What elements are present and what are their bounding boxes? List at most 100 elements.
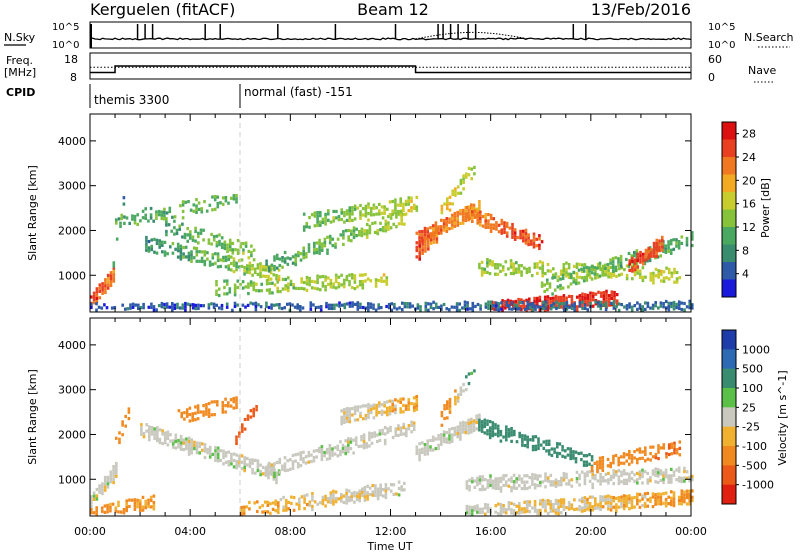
- velocity-cell: [499, 433, 503, 437]
- velocity-cell: [440, 442, 443, 446]
- velocity-cell: [381, 428, 384, 432]
- velocity-cell: [185, 411, 189, 415]
- velocity-cell: [494, 483, 498, 487]
- velocity-cell: [144, 502, 147, 507]
- velocity-cell: [646, 491, 649, 495]
- power-cell: [575, 278, 578, 282]
- power-cell: [548, 285, 552, 289]
- power-cell: [612, 306, 616, 310]
- power-cell: [620, 272, 624, 276]
- power-cell: [150, 238, 153, 242]
- power-cell: [220, 307, 224, 311]
- power-cell: [421, 245, 424, 249]
- velocity-cell: [106, 510, 109, 514]
- power-cell: [378, 209, 381, 213]
- power-cell: [300, 277, 303, 281]
- velocity-cell: [147, 498, 150, 502]
- power-cell: [339, 233, 343, 237]
- power-cell: [504, 300, 507, 304]
- velocity-cell: [470, 417, 473, 421]
- power-cell: [311, 286, 314, 290]
- power-cell: [388, 200, 392, 204]
- power-cell: [321, 281, 325, 285]
- velocity-cell: [339, 440, 342, 444]
- power-cell: [538, 246, 541, 251]
- velocity-cell: [580, 506, 584, 510]
- velocity-cell: [394, 433, 398, 437]
- velocity-cell: [552, 480, 555, 484]
- power-cell: [253, 270, 257, 274]
- velocity-cell: [311, 504, 314, 508]
- power-cell: [528, 297, 531, 301]
- power-band-8: [415, 200, 481, 247]
- velocity-cell: [531, 448, 535, 452]
- velocity-cell: [130, 498, 134, 502]
- power-cell: [461, 218, 465, 222]
- power-cell: [432, 240, 436, 244]
- velocity-cell: [418, 454, 421, 459]
- velocity-cell: [246, 456, 249, 461]
- power-cell: [612, 300, 616, 304]
- power-cell: [531, 301, 535, 306]
- power-cell: [635, 249, 639, 253]
- power-cell: [364, 207, 368, 212]
- power-cell: [627, 264, 631, 268]
- power-cell: [435, 230, 439, 235]
- power-cell: [661, 248, 664, 252]
- power-cell: [181, 235, 184, 239]
- power-cell: [553, 275, 557, 279]
- velocity-cell: [604, 479, 608, 483]
- noise-panel: N.Sky 10^5 10^0 10^5 10^0 N.Search: [4, 21, 794, 51]
- velocity-cell: [392, 483, 396, 487]
- power-cell: [526, 300, 529, 304]
- velocity-cell: [112, 477, 115, 481]
- velocity-cell: [350, 498, 354, 502]
- power-cell: [602, 291, 606, 295]
- velocity-cell: [483, 418, 487, 422]
- power-cell: [319, 220, 322, 224]
- velocity-cell: [399, 400, 402, 404]
- velocity-cell: [615, 503, 618, 507]
- power-cell: [415, 255, 419, 259]
- power-cell: [394, 204, 397, 208]
- velocity-cell: [683, 466, 686, 470]
- velocity-cell: [612, 475, 615, 479]
- velocity-cell: [515, 480, 518, 484]
- velocity-cell: [672, 494, 676, 498]
- velocity-cell: [518, 511, 521, 515]
- velocity-cell: [405, 434, 408, 438]
- power-cell: [276, 286, 279, 290]
- velocity-cell: [625, 472, 629, 476]
- power-cell: [426, 230, 429, 234]
- velocity-cell: [163, 431, 167, 435]
- power-cell: [497, 302, 501, 306]
- power-cell: [333, 306, 336, 310]
- power-cell: [421, 242, 424, 246]
- velocity-cell: [515, 504, 518, 508]
- power-cell: [667, 277, 671, 281]
- velocity-cell: [525, 509, 529, 513]
- power-cell: [544, 303, 548, 307]
- power-cell: [514, 299, 518, 303]
- power-cell: [189, 208, 193, 212]
- power-cell: [324, 285, 327, 289]
- velocity-cell: [362, 443, 366, 447]
- power-cell: [650, 254, 653, 258]
- velocity-cell: [371, 484, 375, 488]
- power-cell: [520, 307, 523, 312]
- power-cell: [92, 298, 96, 302]
- power-cell: [661, 239, 664, 243]
- power-cell: [508, 304, 511, 308]
- power-cell: [348, 212, 352, 216]
- power-cell: [538, 295, 542, 299]
- velocity-cell: [570, 484, 574, 488]
- velocity-cell: [599, 482, 602, 486]
- power-cell: [212, 235, 216, 239]
- power-cell: [546, 288, 549, 292]
- power-cell: [229, 196, 233, 200]
- velocity-cell: [382, 494, 385, 498]
- power-cell: [614, 265, 618, 269]
- power-cell: [583, 275, 587, 280]
- noise-left-tick-top: 10^5: [52, 22, 79, 33]
- power-cell: [605, 299, 608, 303]
